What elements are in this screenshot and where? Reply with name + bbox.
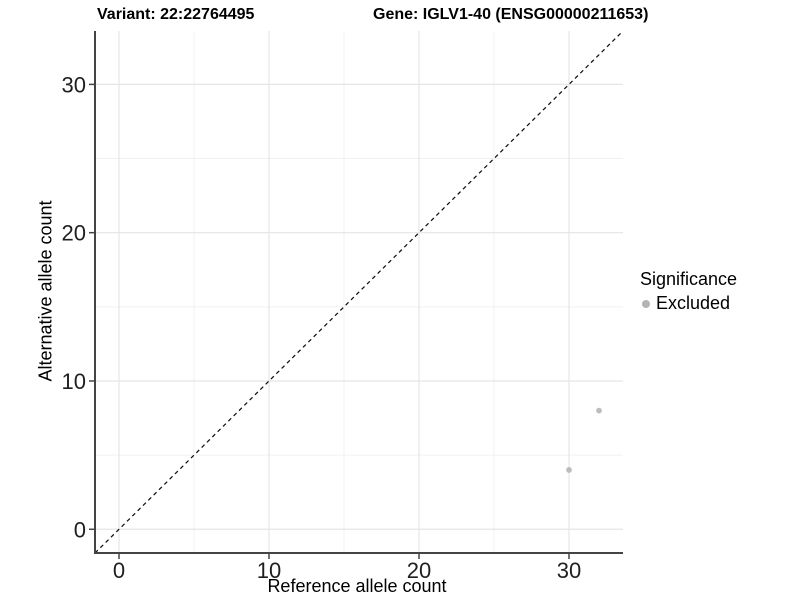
y-axis-label: Alternative allele count xyxy=(35,200,56,382)
identity-dashed-line xyxy=(94,30,624,554)
legend-item: Excluded xyxy=(640,293,737,314)
legend-title: Significance xyxy=(640,269,738,289)
y-tick-label: 0 xyxy=(74,517,86,542)
x-tick-label: 10 xyxy=(257,558,281,583)
y-tick-label: 20 xyxy=(62,221,86,246)
legend-point-icon xyxy=(642,299,650,308)
legend-item-label: Excluded xyxy=(656,293,731,313)
x-tick-label: 30 xyxy=(557,558,581,583)
data-point xyxy=(566,467,572,473)
gene-title: Gene: IGLV1-40 (ENSG00000211653) xyxy=(373,6,649,23)
x-axis-label: Reference allele count xyxy=(267,576,447,596)
legend-items: Excluded xyxy=(640,293,737,314)
y-tick-label: 30 xyxy=(62,72,86,97)
variant-title: Variant: 22:22764495 xyxy=(97,6,255,23)
x-tick-label: 0 xyxy=(113,558,125,583)
x-tick-label: 20 xyxy=(407,558,431,583)
legend: Significance Excluded xyxy=(640,269,737,314)
y-tick-label: 10 xyxy=(62,369,86,394)
data-point xyxy=(596,407,602,414)
